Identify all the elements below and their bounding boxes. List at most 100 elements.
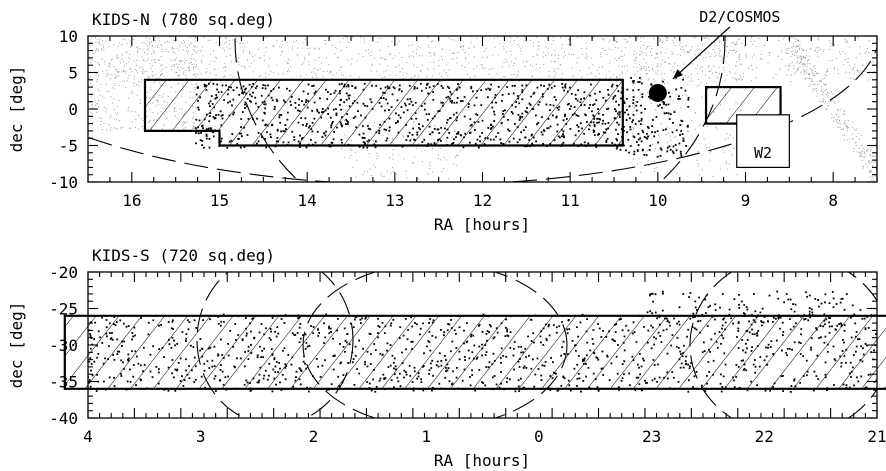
background-point <box>387 45 389 47</box>
background-point <box>842 128 844 130</box>
background-point <box>365 50 367 52</box>
background-point <box>190 42 192 44</box>
background-point <box>171 46 173 48</box>
background-point <box>154 36 156 38</box>
background-point <box>606 53 608 55</box>
background-point <box>184 75 186 76</box>
background-point <box>411 44 413 46</box>
background-point <box>692 36 694 38</box>
background-point <box>193 58 195 60</box>
survey-point <box>167 389 170 392</box>
survey-point <box>666 150 669 153</box>
background-point <box>97 48 99 50</box>
background-point <box>804 63 805 65</box>
background-point <box>394 66 396 68</box>
background-point <box>125 52 127 54</box>
background-point <box>265 76 267 78</box>
background-point <box>729 72 731 74</box>
background-point <box>853 79 855 81</box>
background-point <box>313 68 315 70</box>
background-point <box>510 54 512 56</box>
background-point <box>358 76 360 78</box>
survey-point <box>243 146 246 148</box>
background-point <box>242 42 244 44</box>
background-point <box>722 66 724 68</box>
background-point <box>854 63 856 65</box>
background-point <box>160 70 162 72</box>
background-point <box>726 75 728 77</box>
background-point <box>819 79 820 81</box>
background-point <box>524 37 526 39</box>
background-point <box>554 60 556 62</box>
background-point <box>669 140 671 142</box>
background-point <box>846 139 848 141</box>
background-point <box>192 74 194 76</box>
background-point <box>123 61 125 63</box>
background-point <box>677 54 679 56</box>
background-point <box>660 51 662 53</box>
background-point <box>793 45 795 47</box>
background-point <box>864 36 866 38</box>
background-point <box>849 77 851 79</box>
background-point <box>805 55 807 57</box>
background-point <box>681 46 683 48</box>
background-point <box>705 74 706 76</box>
background-point <box>426 67 428 69</box>
background-point <box>862 167 864 169</box>
background-point <box>545 55 546 56</box>
background-point <box>328 63 330 65</box>
background-point <box>806 65 808 67</box>
background-point <box>190 62 192 63</box>
background-point <box>741 63 743 65</box>
survey-point <box>632 114 635 116</box>
background-point <box>314 47 316 49</box>
background-point <box>241 65 243 67</box>
survey-point <box>662 290 664 293</box>
background-point <box>654 57 656 59</box>
survey-point <box>212 131 214 134</box>
background-point <box>494 46 496 48</box>
background-point <box>718 48 720 50</box>
background-point <box>863 151 865 153</box>
background-point <box>739 38 741 40</box>
background-point <box>697 79 699 81</box>
background-point <box>673 42 675 44</box>
background-point <box>837 109 839 111</box>
survey-point <box>853 313 856 316</box>
background-point <box>91 36 93 38</box>
survey-point <box>698 296 700 299</box>
background-point <box>869 171 871 173</box>
background-point <box>736 174 738 176</box>
background-point <box>197 73 199 75</box>
background-point <box>245 67 247 69</box>
background-point <box>291 78 293 80</box>
background-point <box>371 63 373 65</box>
survey-point <box>366 146 369 149</box>
survey-point <box>647 95 650 98</box>
background-point <box>173 48 175 50</box>
background-point <box>616 60 618 61</box>
background-point <box>480 64 482 66</box>
background-point <box>567 44 569 46</box>
background-point <box>670 170 671 171</box>
background-point <box>870 171 872 173</box>
background-point <box>696 73 698 74</box>
survey-point <box>654 311 657 314</box>
background-point <box>656 53 658 55</box>
background-point <box>228 44 230 45</box>
background-point <box>736 43 738 45</box>
background-point <box>135 118 137 120</box>
survey-point <box>208 146 211 149</box>
background-point <box>648 69 650 71</box>
background-point <box>203 36 205 38</box>
background-point <box>792 54 793 55</box>
survey-point <box>630 77 632 79</box>
background-point <box>634 104 635 106</box>
background-point <box>392 57 394 59</box>
background-point <box>158 59 159 61</box>
background-point <box>859 46 861 48</box>
background-point <box>656 65 658 67</box>
background-point <box>187 50 189 52</box>
background-point <box>797 69 798 71</box>
background-point <box>151 45 153 47</box>
